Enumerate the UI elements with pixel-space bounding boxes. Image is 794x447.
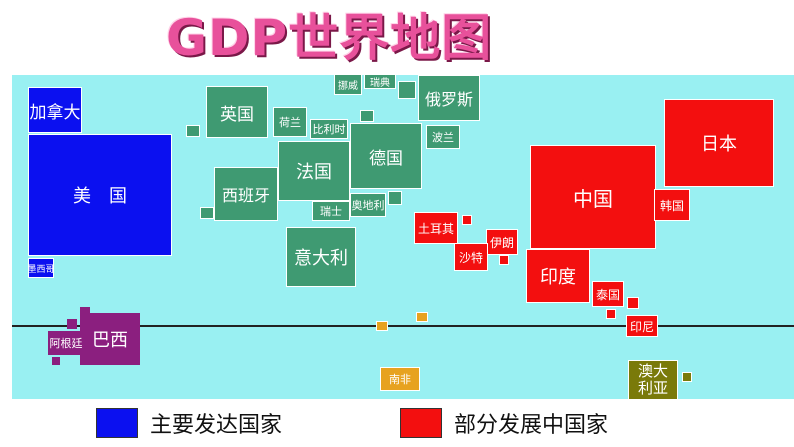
country-korea: 韩国 [654, 189, 690, 221]
small-block [360, 110, 374, 122]
legend-swatch-red [400, 408, 442, 438]
small-block [52, 357, 60, 365]
country-belgium: 比利时 [310, 119, 348, 139]
country-sweden: 瑞典 [364, 75, 396, 89]
country-usa: 美 国 [28, 134, 172, 256]
legend-label: 部分发展中国家 [454, 413, 609, 438]
country-indonesia: 印尼 [626, 315, 658, 337]
small-block [682, 372, 692, 382]
country-mexico: 墨西哥 [28, 258, 54, 278]
small-block [388, 191, 402, 205]
small-block [627, 297, 639, 309]
country-china: 中国 [530, 145, 656, 249]
country-argentina: 阿根廷 [48, 331, 84, 355]
country-turkey: 土耳其 [414, 212, 458, 244]
country-netherlands: 荷兰 [273, 107, 307, 137]
country-uk: 英国 [206, 86, 268, 138]
country-canada: 加拿大 [28, 87, 82, 133]
country-saudi: 沙特 [454, 243, 488, 271]
legend-developing: 部分发展中国家 [400, 403, 608, 443]
legend-developed: 主要发达国家 [96, 403, 282, 443]
country-australia: 澳大 利亚 [628, 360, 678, 399]
country-switzerland: 瑞士 [312, 201, 350, 221]
small-block [80, 307, 90, 315]
gdp-world-map: 加拿大 美 国 墨西哥 巴西 阿根廷 挪威 瑞典 俄罗斯 英国 荷兰 比利时 德… [12, 75, 794, 399]
page-title: GDP世界地图 [166, 9, 493, 67]
small-block [376, 321, 388, 331]
country-japan: 日本 [664, 99, 774, 187]
country-italy: 意大利 [286, 227, 356, 287]
small-block [499, 255, 509, 265]
country-brazil: 巴西 [80, 313, 140, 365]
small-block [200, 207, 214, 219]
country-poland: 波兰 [426, 125, 460, 149]
legend-label: 主要发达国家 [150, 413, 283, 438]
country-spain: 西班牙 [214, 167, 278, 221]
small-block [606, 309, 616, 319]
country-norway: 挪威 [334, 75, 362, 95]
country-austria: 奥地利 [350, 193, 386, 217]
country-russia: 俄罗斯 [418, 75, 480, 121]
country-france: 法国 [278, 141, 350, 201]
country-india: 印度 [526, 249, 590, 303]
country-germany: 德国 [350, 123, 422, 189]
legend-swatch-blue [96, 408, 138, 438]
country-iran: 伊朗 [486, 229, 518, 255]
small-block [416, 312, 428, 322]
small-block [67, 319, 77, 329]
country-south-africa: 南非 [380, 367, 420, 391]
small-block [462, 215, 472, 225]
small-block [186, 125, 200, 137]
country-thailand: 泰国 [592, 281, 624, 307]
small-block [398, 81, 416, 99]
equator-line [12, 325, 794, 327]
